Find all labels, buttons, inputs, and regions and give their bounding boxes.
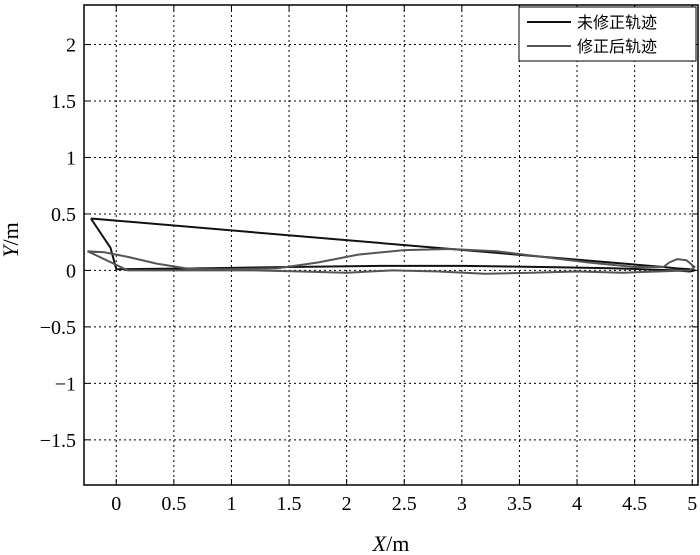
y-tick-label: 1.5 — [51, 91, 76, 113]
y-axis-label-unit: /m — [0, 222, 23, 245]
x-axis-label-var: X — [372, 531, 388, 555]
grid — [84, 5, 698, 485]
x-tick-label: 1.5 — [277, 493, 302, 515]
legend-label-corrected: 修正后轨迹 — [577, 37, 657, 56]
y-axis-label: Y/m — [0, 222, 23, 257]
x-tick-label: 0.5 — [161, 493, 186, 515]
y-tick-label: −1 — [55, 373, 76, 395]
x-tick-label: 5 — [687, 493, 697, 515]
legend-box — [518, 6, 697, 62]
x-tick-label: 1 — [226, 493, 236, 515]
y-axis-label-var: Y — [0, 243, 23, 258]
x-tick-label: 3 — [457, 493, 467, 515]
series-line-corrected — [87, 248, 696, 275]
y-tick-label: 0.5 — [51, 204, 76, 226]
y-tick-label: −0.5 — [40, 317, 76, 339]
x-tick-label: 2 — [342, 493, 352, 515]
x-tick-label: 4 — [572, 493, 582, 515]
series-lines — [87, 217, 696, 275]
y-tick-label: 0 — [66, 260, 76, 282]
legend: 未修正轨迹 修正后轨迹 — [518, 6, 697, 62]
x-axis-label-unit: /m — [386, 531, 409, 555]
series-line-uncorrected — [90, 217, 696, 273]
y-tick-label: 1 — [66, 147, 76, 169]
legend-label-uncorrected: 未修正轨迹 — [577, 13, 657, 32]
x-tick-label: 4.5 — [622, 493, 647, 515]
x-tick-labels: 0 0.5 1 1.5 2 2.5 3 3.5 4 4.5 5 — [111, 493, 697, 515]
y-tick-label: 2 — [66, 35, 76, 57]
x-tick-label: 3.5 — [507, 493, 532, 515]
plot-frame — [83, 4, 699, 486]
x-axis-label: X/m — [372, 531, 410, 555]
x-tick-label: 0 — [111, 493, 121, 515]
y-tick-label: −1.5 — [40, 430, 76, 452]
ticks — [84, 5, 698, 485]
y-tick-labels: −1.5 −1 −0.5 0 0.5 1 1.5 2 — [40, 35, 76, 452]
x-tick-label: 2.5 — [392, 493, 417, 515]
